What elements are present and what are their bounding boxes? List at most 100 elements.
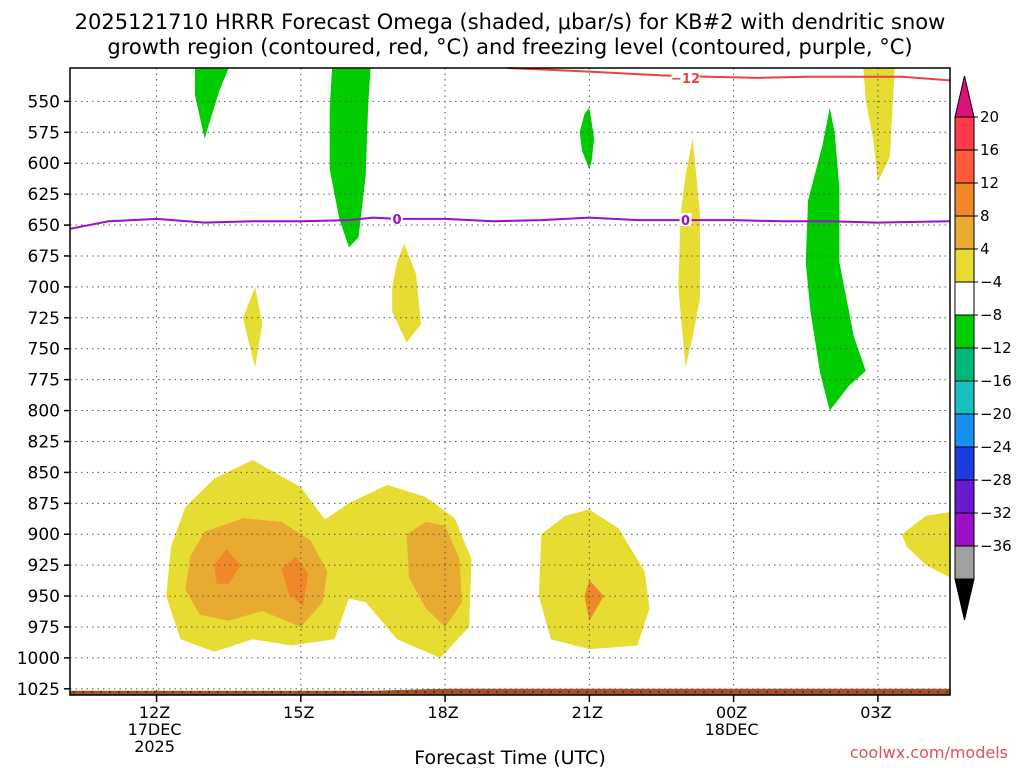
omega-region-1: [329, 68, 371, 248]
surface-stipple: [379, 691, 381, 693]
surface-stipple: [541, 691, 543, 693]
dgz-contour-line: [507, 67, 951, 82]
colorbar-label: −20: [980, 405, 1012, 423]
colorbar-swatch: [954, 413, 975, 448]
colorbar-swatch: [954, 116, 975, 151]
surface-stipple: [631, 691, 633, 693]
omega-region-2: [579, 107, 595, 170]
omega-region-6: [243, 286, 263, 368]
surface-stipple: [316, 691, 318, 693]
omega-region-9: [538, 509, 650, 650]
colorbar-swatch: [954, 149, 975, 184]
surface-stipple: [919, 691, 921, 693]
y-axis-pressure-ticks: 550 575 600 625 650 675 700 725 750 775 800 825 850 8…: [17, 92, 70, 700]
surface-stipple: [532, 691, 534, 693]
surface-stipple: [721, 691, 723, 693]
y-tick-label: 875: [28, 494, 60, 514]
x-tick-label: 17DEC: [128, 720, 182, 739]
surface-stipple: [343, 691, 345, 693]
surface-stipple: [793, 691, 795, 693]
surface-stipple: [649, 691, 651, 693]
surface-stipple: [190, 691, 192, 693]
omega-region-0: [195, 68, 229, 139]
colorbar-swatch: [954, 215, 975, 250]
freezing-level-label-0: 0: [392, 213, 401, 228]
surface-stipple: [883, 691, 885, 693]
surface-stipple: [145, 691, 147, 693]
surface-stipple: [784, 691, 786, 693]
surface-stipple: [928, 691, 930, 693]
surface-stipple: [667, 691, 669, 693]
surface-stipple: [82, 691, 84, 693]
surface-stipple: [820, 691, 822, 693]
surface-stipple: [604, 691, 606, 693]
surface-stipple: [280, 691, 282, 693]
surface-stipple: [244, 691, 246, 693]
y-tick-label: 975: [28, 618, 60, 638]
colorbar-label: −28: [980, 471, 1012, 489]
colorbar-label: 12: [980, 174, 999, 192]
colorbar-swatch: [954, 281, 975, 316]
y-tick-label: 600: [28, 154, 60, 174]
surface-stipple: [874, 691, 876, 693]
surface-stipple: [802, 691, 804, 693]
surface-stipple: [766, 691, 768, 693]
surface-stipple: [505, 691, 507, 693]
colorbar-label: −8: [980, 306, 1002, 324]
surface-stipple: [640, 691, 642, 693]
contour-layer: −12 0 0: [69, 67, 951, 230]
y-tick-label: 725: [28, 309, 60, 329]
surface-stipple: [838, 691, 840, 693]
omega-region-5: [678, 138, 700, 368]
surface-stipple: [595, 691, 597, 693]
colorbar-swatch: [954, 314, 975, 349]
surface-stipple: [118, 691, 120, 693]
surface-stipple: [712, 691, 714, 693]
surface-stipple: [100, 691, 102, 693]
freezing-label-bg-1: [679, 213, 692, 227]
colorbar: 20 16 12 8 4 −4 −8 −12 −16 −20 −24 −28 −32 −36: [954, 75, 1012, 621]
surface-stipple: [325, 691, 327, 693]
surface-stipple: [172, 691, 174, 693]
surface-stipple: [748, 691, 750, 693]
surface-stipple: [361, 691, 363, 693]
credit-text: coolwx.com/models: [850, 743, 1008, 762]
surface-stipple: [91, 691, 93, 693]
surface-stipple: [739, 691, 741, 693]
surface-stipple: [568, 691, 570, 693]
x-tick-label: 12Z: [139, 703, 170, 722]
omega-region-3: [805, 107, 866, 411]
colorbar-swatch: [954, 545, 975, 580]
y-tick-label: 775: [28, 371, 60, 391]
surface-stipple: [469, 691, 471, 693]
y-tick-label: 750: [28, 340, 60, 360]
surface-stipple: [892, 691, 894, 693]
dgz-label-bg: [671, 69, 700, 84]
surface-stipple: [451, 691, 453, 693]
y-tick-label: 900: [28, 525, 60, 545]
y-tick-label: 700: [28, 278, 60, 298]
omega-shading-layer: [166, 68, 950, 658]
colorbar-label: −36: [980, 537, 1012, 555]
colorbar-swatch: [954, 512, 975, 547]
surface-stipple: [757, 691, 759, 693]
surface-stipple: [433, 691, 435, 693]
surface-stipple: [460, 691, 462, 693]
surface-stipple: [307, 691, 309, 693]
y-tick-label: 825: [28, 432, 60, 452]
surface-stipple: [577, 691, 579, 693]
surface-stipple: [622, 691, 624, 693]
surface-terrain: [70, 688, 950, 695]
surface-stipple: [370, 691, 372, 693]
surface-stipple: [658, 691, 660, 693]
surface-stipple: [550, 691, 552, 693]
omega-region-10: [901, 512, 950, 578]
colorbar-swatch: [954, 248, 975, 283]
colorbar-label: −32: [980, 504, 1012, 522]
colorbar-label: −24: [980, 438, 1012, 456]
colorbar-swatch: [954, 446, 975, 481]
y-tick-label: 800: [28, 402, 60, 422]
colorbar-label: 4: [980, 240, 990, 258]
surface-stipple: [262, 691, 264, 693]
